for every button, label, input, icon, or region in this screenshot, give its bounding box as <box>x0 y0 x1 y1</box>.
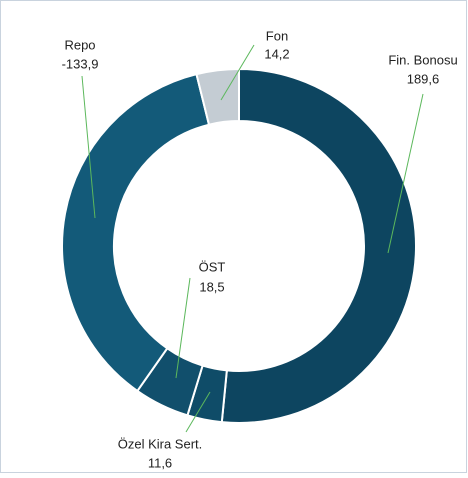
category-label: Özel Kira Sert. <box>118 436 203 451</box>
category-label: Fin. Bonosu <box>388 52 457 67</box>
data-label: 189,6 <box>407 71 440 86</box>
leader-line <box>387 93 424 254</box>
data-label: -133,9 <box>62 56 99 71</box>
leader-line <box>175 277 191 379</box>
category-label: Fon <box>266 28 288 43</box>
leader-line <box>81 75 96 219</box>
category-label: ÖST <box>199 259 226 274</box>
data-label: 11,6 <box>148 455 172 470</box>
leader-line <box>185 391 211 433</box>
data-label: 14,2 <box>264 46 289 61</box>
data-label: 18,5 <box>199 279 224 294</box>
leader-line <box>220 44 255 101</box>
donut-slice <box>220 67 417 424</box>
donut-slice <box>61 72 211 393</box>
donut-slice <box>195 67 240 126</box>
category-label: Repo <box>64 37 95 52</box>
